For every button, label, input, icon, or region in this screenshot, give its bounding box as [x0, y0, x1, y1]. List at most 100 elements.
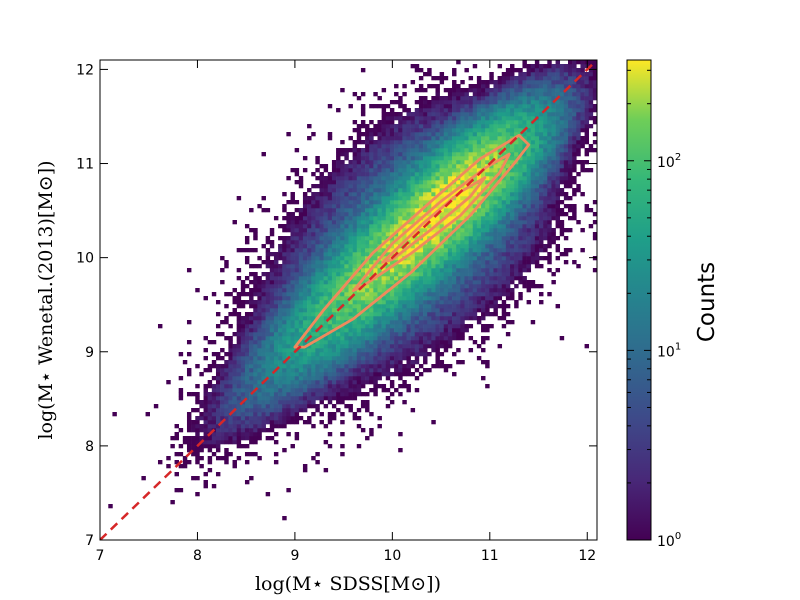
- heatmap-cell: [468, 132, 474, 137]
- heatmap-cell: [360, 352, 366, 357]
- heatmap-cell: [493, 92, 498, 97]
- heatmap-cell: [365, 128, 370, 133]
- heatmap-cell: [402, 312, 407, 317]
- heatmap-cell: [389, 176, 395, 181]
- heatmap-cell: [464, 192, 469, 197]
- heatmap-cell: [199, 424, 204, 429]
- heatmap-cell: [369, 236, 374, 241]
- heatmap-cell: [331, 260, 337, 265]
- heatmap-cell: [290, 284, 295, 289]
- heatmap-cell: [518, 84, 523, 89]
- heatmap-cell: [427, 244, 432, 249]
- heatmap-cell: [348, 284, 353, 289]
- heatmap-cell: [460, 224, 465, 229]
- heatmap-cell: [348, 368, 353, 373]
- heatmap-cell: [547, 260, 552, 265]
- heatmap-cell: [356, 352, 362, 357]
- heatmap-cell: [265, 308, 271, 313]
- heatmap-cell: [414, 124, 420, 129]
- heatmap-cell: [398, 180, 403, 185]
- heatmap-cell: [485, 120, 490, 125]
- heatmap-cell: [269, 284, 275, 289]
- heatmap-cell: [373, 352, 378, 357]
- heatmap-cell: [261, 300, 266, 305]
- heatmap-cell: [518, 80, 523, 85]
- heatmap-cell: [327, 288, 333, 293]
- heatmap-cell: [261, 328, 266, 333]
- heatmap-cell: [356, 388, 362, 393]
- heatmap-cell: [352, 376, 358, 381]
- heatmap-cell: [319, 228, 324, 233]
- heatmap-cell: [278, 408, 283, 413]
- heatmap-cell: [505, 136, 511, 141]
- heatmap-cell: [522, 244, 527, 249]
- heatmap-cell: [327, 384, 333, 389]
- heatmap-cell: [249, 296, 254, 301]
- heatmap-cell: [195, 476, 200, 481]
- heatmap-cell: [298, 272, 304, 277]
- heatmap-cell: [369, 240, 374, 245]
- heatmap-cell: [543, 184, 548, 189]
- heatmap-cell: [356, 408, 362, 413]
- heatmap-cell: [543, 208, 548, 213]
- heatmap-cell: [315, 304, 320, 309]
- heatmap-cell: [356, 376, 362, 381]
- heatmap-cell: [485, 148, 490, 153]
- heatmap-cell: [265, 236, 271, 241]
- heatmap-cell: [348, 220, 353, 225]
- heatmap-cell: [485, 248, 490, 253]
- heatmap-cell: [253, 404, 258, 409]
- heatmap-cell: [199, 404, 204, 409]
- heatmap-cell: [373, 168, 378, 173]
- heatmap-cell: [307, 268, 312, 273]
- heatmap-cell: [423, 168, 428, 173]
- heatmap-cell: [253, 400, 258, 405]
- heatmap-cell: [377, 328, 382, 333]
- heatmap-cell: [294, 168, 300, 173]
- heatmap-cell: [315, 332, 320, 337]
- heatmap-cell: [340, 352, 345, 357]
- heatmap-cell: [476, 296, 482, 301]
- heatmap-cell: [360, 428, 366, 433]
- heatmap-cell: [394, 228, 399, 233]
- heatmap-cell: [497, 84, 503, 89]
- heatmap-cell: [327, 308, 333, 313]
- heatmap-cell: [522, 240, 527, 245]
- heatmap-cell: [249, 320, 254, 325]
- heatmap-cell: [290, 260, 295, 265]
- heatmap-cell: [472, 96, 478, 101]
- heatmap-cell: [381, 176, 387, 181]
- heatmap-cell: [522, 144, 527, 149]
- heatmap-cell: [526, 164, 532, 169]
- heatmap-cell: [530, 216, 536, 221]
- heatmap-cell: [427, 320, 432, 325]
- heatmap-cell: [224, 428, 229, 433]
- heatmap-cell: [493, 156, 498, 161]
- heatmap-cell: [352, 384, 358, 389]
- heatmap-cell: [228, 392, 233, 397]
- heatmap-cell: [340, 224, 345, 229]
- heatmap-cell: [249, 340, 254, 345]
- heatmap-cell: [360, 160, 366, 165]
- heatmap-cell: [315, 156, 320, 161]
- heatmap-cell: [497, 196, 503, 201]
- heatmap-cell: [414, 64, 420, 69]
- heatmap-cell: [344, 364, 349, 369]
- heatmap-cell: [547, 252, 552, 257]
- heatmap-cell: [381, 228, 387, 233]
- heatmap-cell: [282, 192, 287, 197]
- heatmap-cell: [249, 288, 254, 293]
- heatmap-cell: [481, 116, 486, 121]
- heatmap-cell: [286, 280, 291, 285]
- heatmap-cell: [394, 196, 399, 201]
- heatmap-cell: [522, 84, 527, 89]
- heatmap-cell: [249, 420, 254, 425]
- heatmap-cell: [253, 380, 258, 385]
- heatmap-cell: [460, 244, 465, 249]
- heatmap-cell: [464, 296, 469, 301]
- heatmap-cell: [278, 412, 283, 417]
- heatmap-cell: [377, 280, 382, 285]
- heatmap-cell: [452, 372, 457, 377]
- heatmap-cell: [290, 300, 295, 305]
- heatmap-cell: [203, 416, 208, 421]
